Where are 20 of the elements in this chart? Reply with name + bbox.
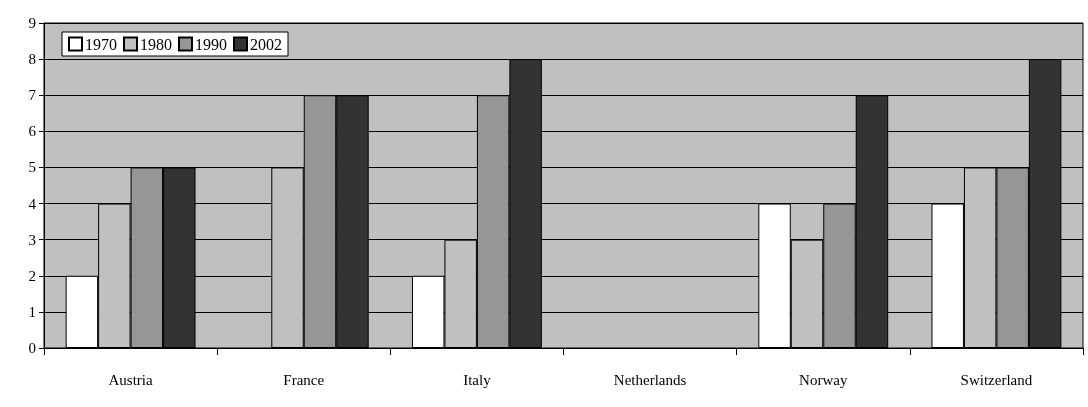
x-tick-label: Netherlands <box>613 371 687 388</box>
y-tick-label: 7 <box>28 87 37 104</box>
y-tick-label: 6 <box>28 123 37 140</box>
y-tick-label: 4 <box>28 195 37 212</box>
x-tick-label: Austria <box>108 371 153 388</box>
x-tick-label: France <box>283 371 325 388</box>
legend-label: 1970 <box>85 35 117 53</box>
y-tick-label: 2 <box>28 267 36 284</box>
x-tick-label: Italy <box>463 371 492 388</box>
legend-label: 2002 <box>250 35 282 53</box>
x-tick-label: Switzerland <box>960 371 1033 388</box>
y-tick-label: 8 <box>28 51 36 68</box>
y-tick-label: 0 <box>28 340 36 356</box>
y-tick-label: 9 <box>28 15 36 31</box>
x-tick-label: Norway <box>799 371 848 388</box>
legend-label: 1980 <box>140 35 172 53</box>
y-tick-label: 5 <box>28 159 36 176</box>
y-tick-label: 3 <box>28 231 36 248</box>
legend-label: 1990 <box>195 35 227 53</box>
y-tick-label: 1 <box>28 303 36 320</box>
